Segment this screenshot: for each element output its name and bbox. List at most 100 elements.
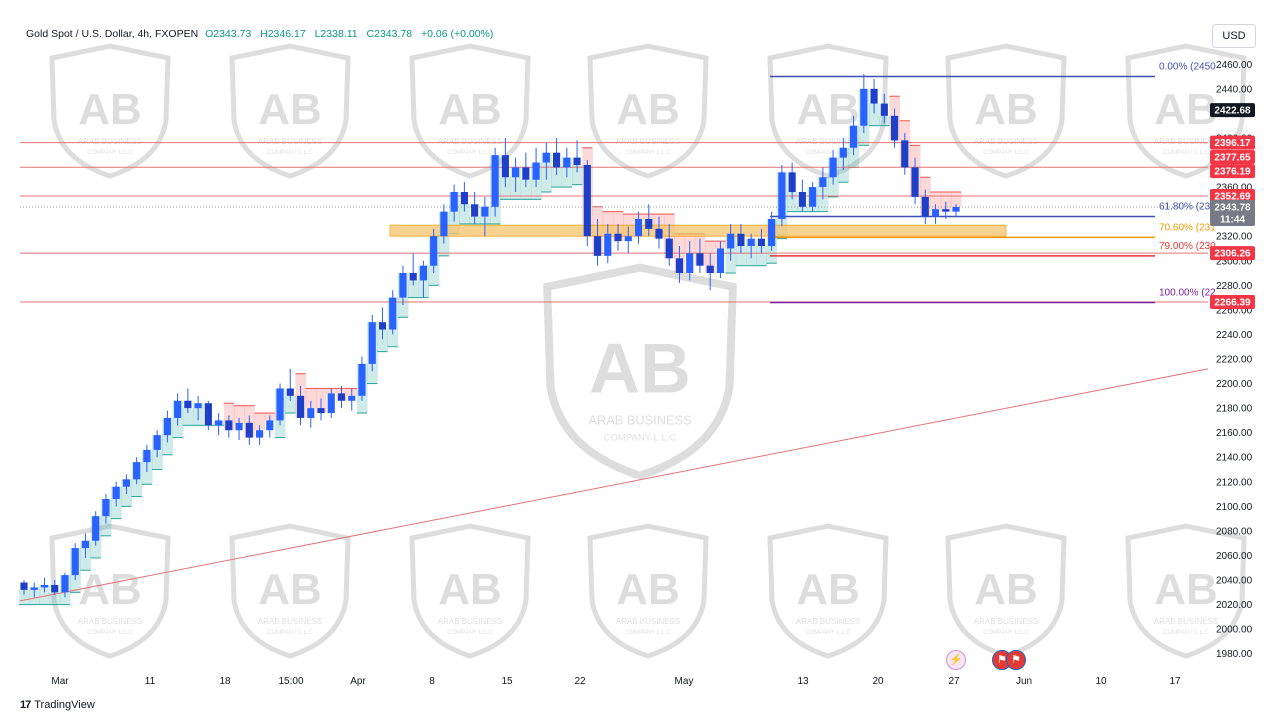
y-tick-label: 2040.00: [1216, 576, 1253, 587]
watermark-logo: AB ARAB BUSINESS COMPANY L.L.C: [945, 43, 1067, 179]
watermark-name: ARAB BUSINESS: [796, 617, 860, 626]
watermark-name: ARAB BUSINESS: [438, 137, 502, 146]
trend-fill: [377, 329, 389, 352]
candle-body: [460, 191, 468, 205]
candle-body: [481, 206, 489, 217]
trend-fill: [868, 103, 880, 126]
candle-body: [143, 449, 151, 463]
y-tick-label: 2300.00: [1216, 256, 1253, 267]
watermark-subname: COMPANY L.L.C: [1163, 630, 1209, 636]
y-tick-label: 2140.00: [1216, 453, 1253, 464]
candle-body: [921, 196, 929, 217]
candle-body: [798, 191, 806, 207]
price-tag: 2396.17: [1210, 135, 1255, 150]
candle-body: [788, 172, 796, 192]
price-axis[interactable]: 1980.00 2000.00 2020.00 2040.00 2060.00 2080.…: [1216, 60, 1253, 660]
candle-body: [399, 273, 407, 298]
price-tag-label: 2422.68: [1214, 106, 1251, 117]
watermark-name: ARAB BUSINESS: [258, 137, 322, 146]
price-tag-bg: [1210, 199, 1255, 214]
watermark-shield: [229, 523, 351, 659]
candle-body: [20, 582, 28, 590]
trend-fill: [602, 211, 614, 234]
trend-fill: [18, 589, 30, 605]
price-tag-label: 2352.69: [1214, 192, 1251, 203]
symbol-title[interactable]: Gold Spot / U.S. Dollar, 4h, FXOPEN: [26, 28, 199, 40]
ascending-trendline: [19, 368, 1209, 602]
trend-fill: [950, 191, 962, 207]
candle-body: [624, 236, 632, 242]
watermark-monogram: AB: [438, 565, 502, 614]
watermark-subname: COMPANY L.L.C: [805, 150, 851, 156]
candle-body: [194, 403, 202, 409]
y-tick-label: 2280.00: [1216, 281, 1253, 292]
candle-body: [368, 322, 376, 364]
trendline: [19, 368, 1209, 602]
candle-body: [727, 233, 735, 249]
low-value: L2338.11: [314, 28, 358, 40]
time-axis[interactable]: Mar 11 18 15:00 Apr 8 15 22 May 13 20 27 Jun 10 17: [51, 676, 1181, 687]
candle-body: [634, 219, 643, 237]
candle-body: [911, 167, 919, 197]
y-tick-label: 2460.00: [1216, 60, 1253, 71]
lightning-icon[interactable]: ⚡: [946, 650, 966, 670]
candle-body: [430, 236, 438, 266]
x-tick-label: 22: [574, 676, 586, 687]
close-value: C2343.78: [366, 28, 413, 40]
price-tag-label: 11:44: [1220, 215, 1245, 226]
price-tag-label: 2377.65: [1214, 152, 1251, 163]
candle-body: [215, 420, 223, 426]
candle-body: [849, 125, 858, 148]
x-tick-label: 17: [1169, 676, 1181, 687]
watermark-name: ARAB BUSINESS: [796, 137, 860, 146]
trend-fill: [285, 395, 296, 414]
currency-button[interactable]: USD: [1212, 24, 1256, 48]
price-tag: 11:44: [1210, 212, 1255, 227]
candle-body: [552, 152, 561, 168]
watermark-monogram: AB: [974, 85, 1038, 134]
x-tick-label: 20: [872, 676, 884, 687]
trend-fill: [500, 177, 511, 200]
watermark-name: ARAB BUSINESS: [438, 617, 502, 626]
candle-body: [901, 140, 909, 168]
y-tick-label: 2100.00: [1216, 502, 1253, 513]
price-tag-bg: [1210, 189, 1255, 204]
candle-body: [665, 238, 673, 259]
candle-body: [276, 388, 284, 421]
price-tag-bg: [1210, 149, 1255, 164]
candle-body: [706, 265, 714, 274]
candle-body: [532, 162, 540, 180]
watermark-logo: AB ARAB BUSINESS COMPANY L.L.C: [945, 523, 1067, 659]
trend-fill: [182, 408, 194, 426]
candle-body: [860, 88, 868, 126]
watermark-name: ARAB BUSINESS: [78, 617, 142, 626]
candle-body: [51, 584, 59, 593]
y-tick-label: 2180.00: [1216, 404, 1253, 415]
watermark-logo: AB ARAB BUSINESS COMPANY L.L.C: [767, 523, 889, 659]
candle-body: [604, 233, 612, 256]
watermark-logo: AB ARAB BUSINESS COMPANY L.L.C: [229, 43, 351, 179]
candle-body: [255, 430, 264, 438]
tradingview-branding[interactable]: 17 TradingView: [20, 699, 95, 711]
watermark-name: ARAB BUSINESS: [616, 137, 680, 146]
candle-body: [522, 167, 530, 180]
trend-fill: [520, 179, 532, 200]
watermark-name: ARAB BUSINESS: [1154, 137, 1218, 146]
us-flag-icon-2[interactable]: ⚑: [1006, 650, 1026, 670]
candle-body: [696, 253, 704, 266]
candle-body: [133, 462, 141, 480]
price-tag: 2306.26: [1210, 246, 1255, 261]
candle-body: [778, 172, 786, 220]
y-tick-label: 2200.00: [1216, 379, 1253, 390]
watermark-monogram: AB: [438, 85, 502, 134]
demand-zone: [389, 224, 1007, 237]
candle-body: [931, 209, 940, 217]
x-tick-label: Jun: [1016, 676, 1032, 687]
x-tick-label: 27: [948, 676, 960, 687]
candle-body: [655, 228, 663, 239]
candle-body: [204, 403, 212, 426]
watermark-subname: COMPANY L.L.C: [983, 150, 1029, 156]
candle-body: [112, 486, 120, 499]
candlestick-series: [20, 74, 960, 598]
